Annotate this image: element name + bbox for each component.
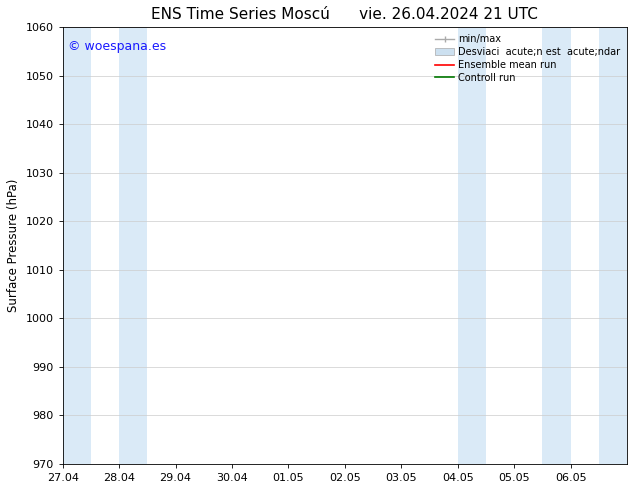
Y-axis label: Surface Pressure (hPa): Surface Pressure (hPa) [7,179,20,312]
Bar [599,27,627,464]
Text: © woespana.es: © woespana.es [68,40,166,53]
Bar [119,27,147,464]
Bar [543,27,571,464]
Bar [458,27,486,464]
Bar [63,27,91,464]
Title: ENS Time Series Moscú      vie. 26.04.2024 21 UTC: ENS Time Series Moscú vie. 26.04.2024 21… [152,7,538,22]
Legend: min/max, Desviaci  acute;n est  acute;ndar, Ensemble mean run, Controll run: min/max, Desviaci acute;n est acute;ndar… [433,32,622,85]
